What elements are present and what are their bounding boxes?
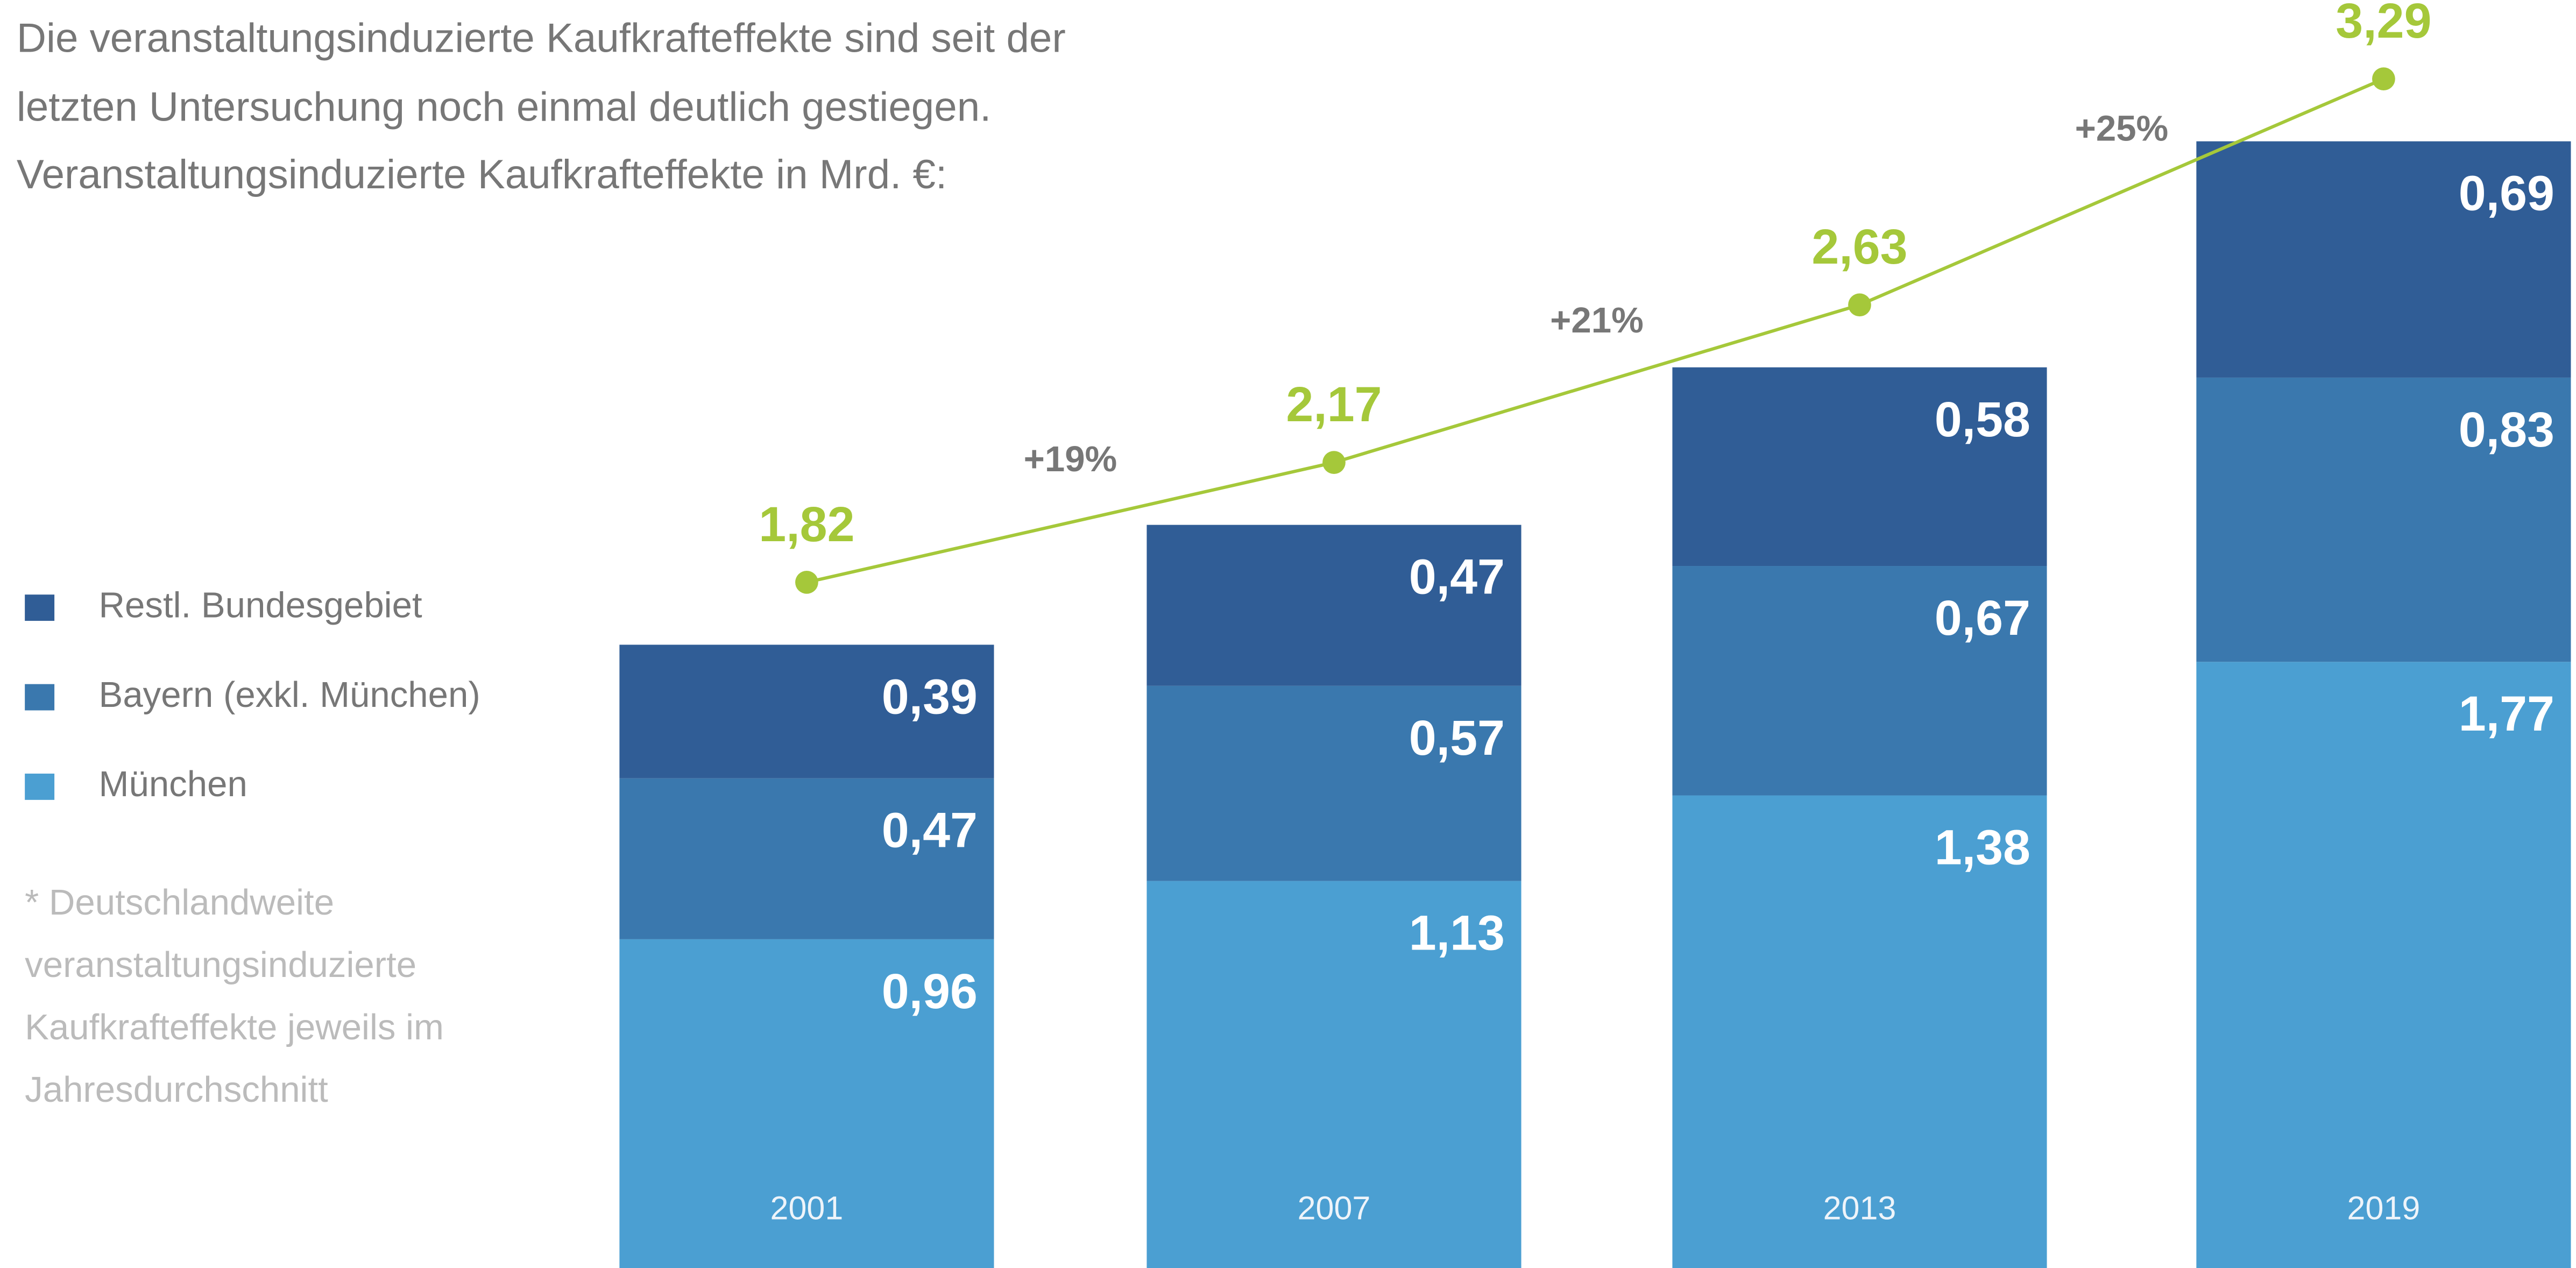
data-label: 0,83 [2459,402,2554,457]
bar-segment [619,778,994,939]
data-label: 0,96 [882,964,978,1019]
legend-swatch [25,774,55,800]
data-label: 1,38 [1935,820,2030,875]
chart-title: Die veranstaltungsinduzierte Kaufkraftef… [17,15,1066,61]
data-label: 0,67 [1935,591,2030,646]
x-tick-label: 2019 [2347,1189,2421,1226]
data-label: 0,47 [882,803,978,858]
data-label: 0,47 [1409,550,1505,605]
line-point [2372,67,2395,91]
legend-swatch [25,594,55,621]
line [806,77,2384,584]
chart-title: letzten Untersuchung noch einmal deutlic… [17,84,991,130]
legend-swatch [25,684,55,711]
bar-segment [1147,525,1521,686]
footnote: Jahresdurchschnitt [25,1069,328,1110]
bar-segment [1672,795,2047,1268]
data-label: 0,69 [2459,166,2554,221]
line-label: 3,29 [2336,0,2431,48]
x-tick-label: 2007 [1298,1189,1371,1226]
bar-segment [2196,141,2571,378]
bar-segment [1672,367,2047,566]
growth-label: +19% [1024,439,1117,479]
footnote: Kaufkrafteffekte jeweils im [25,1007,444,1047]
line-label: 2,63 [1811,219,1907,274]
data-label: 0,39 [882,669,978,724]
line-point [1322,451,1346,474]
legend-label: Restl. Bundesgebiet [99,585,422,625]
x-tick-label: 2001 [770,1189,844,1226]
footnote: veranstaltungsinduzierte [25,945,416,985]
data-label: 1,13 [1409,906,1505,961]
line-label: 1,82 [759,497,854,552]
data-label: 0,57 [1409,711,1505,766]
footnote: * Deutschlandweite [25,882,334,923]
x-tick-label: 2013 [1823,1189,1896,1226]
legend-label: München [99,764,247,804]
data-label: 1,77 [2459,686,2554,741]
line-label: 2,17 [1286,377,1382,432]
line-point [1848,293,1871,317]
bar-segment [619,939,994,1268]
bar-segment [1147,685,1521,881]
chart-subtitle: Veranstaltungsinduzierte Kaufkrafteffekt… [17,152,947,197]
bar-segment [2196,377,2571,662]
bar-segment [1672,566,2047,796]
line-point [795,571,818,594]
bar-segment [2196,662,2571,1268]
data-label: 0,58 [1935,392,2030,447]
growth-label: +21% [1550,300,1644,341]
legend-label: Bayern (exkl. München) [99,675,480,715]
bar-segment [619,644,994,778]
bar-segment [1147,881,1521,1268]
growth-label: +25% [2075,108,2169,148]
